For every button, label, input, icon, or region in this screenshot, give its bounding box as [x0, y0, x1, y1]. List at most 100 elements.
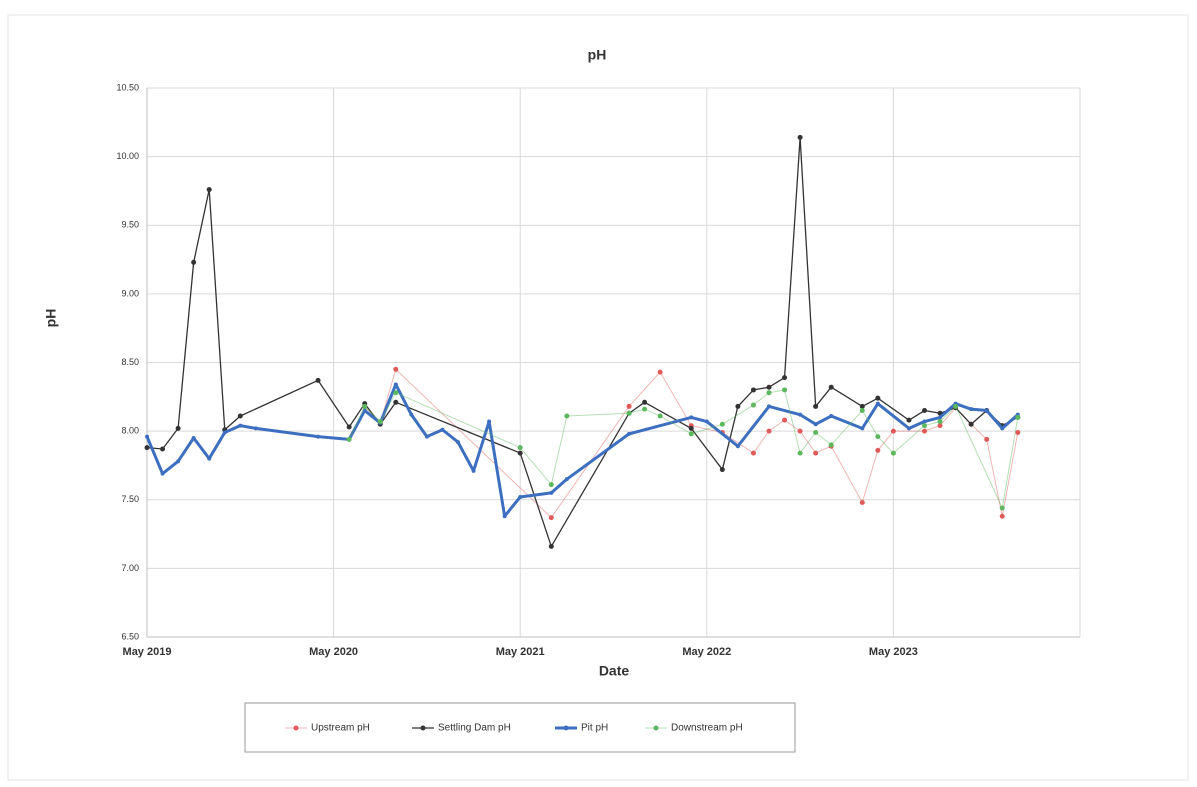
- data-point: [688, 431, 694, 437]
- y-tick-label: 7.00: [121, 563, 139, 573]
- y-tick-label: 8.50: [121, 357, 139, 367]
- data-point: [719, 467, 725, 473]
- data-point: [860, 426, 865, 431]
- data-point: [782, 375, 788, 381]
- legend-label: Settling Dam pH: [438, 723, 511, 734]
- chart-title: pH: [588, 47, 607, 63]
- data-point: [937, 423, 943, 429]
- data-point: [906, 417, 912, 423]
- data-point: [471, 468, 476, 473]
- data-point: [393, 382, 398, 387]
- data-point: [969, 407, 974, 412]
- data-point: [719, 421, 725, 427]
- x-axis-title: Date: [599, 663, 630, 679]
- legend-box: [244, 702, 796, 753]
- y-tick-label: 10.50: [116, 82, 139, 92]
- data-point: [1015, 414, 1021, 420]
- data-point: [393, 390, 399, 396]
- x-tick-label: May 2020: [309, 646, 358, 658]
- data-point: [767, 404, 771, 409]
- data-point: [393, 366, 399, 372]
- x-tick-label: May 2023: [869, 646, 918, 658]
- data-point: [859, 408, 865, 414]
- data-point: [890, 428, 896, 434]
- data-point: [798, 412, 803, 417]
- data-point: [813, 403, 819, 409]
- data-point: [689, 415, 694, 420]
- data-point: [750, 450, 756, 456]
- data-point: [859, 499, 865, 505]
- data-point: [922, 419, 927, 424]
- data-point: [238, 423, 243, 428]
- x-tick-label: May 2022: [682, 646, 731, 658]
- data-point: [953, 403, 959, 409]
- data-point: [657, 413, 663, 419]
- data-point: [393, 399, 399, 405]
- data-point: [922, 423, 927, 429]
- data-point: [564, 477, 569, 482]
- data-point: [626, 403, 632, 409]
- data-point: [999, 505, 1005, 511]
- y-tick-label: 10.00: [116, 151, 139, 161]
- data-point: [253, 426, 258, 431]
- data-point: [456, 440, 460, 445]
- y-tick-label: 9.50: [121, 220, 139, 230]
- data-point: [1000, 426, 1005, 431]
- data-point: [688, 425, 694, 431]
- data-point: [890, 450, 896, 456]
- data-point: [922, 428, 927, 434]
- data-point: [984, 436, 990, 442]
- data-point: [766, 384, 772, 390]
- data-point: [642, 406, 648, 412]
- data-point: [191, 259, 197, 265]
- legend-marker: [293, 725, 299, 731]
- data-point: [316, 434, 321, 439]
- data-point: [315, 377, 321, 383]
- data-point: [968, 421, 974, 427]
- data-point: [548, 515, 554, 521]
- data-point: [766, 428, 772, 434]
- chart-frame: [7, 14, 1189, 781]
- data-point: [735, 444, 740, 449]
- data-point: [984, 408, 989, 413]
- data-point: [377, 419, 383, 425]
- data-point: [160, 446, 166, 452]
- data-point: [502, 514, 507, 519]
- data-point: [424, 434, 429, 439]
- data-point: [657, 369, 663, 375]
- data-point: [766, 390, 772, 396]
- data-point: [750, 387, 756, 393]
- data-point: [548, 543, 554, 549]
- y-tick-label: 8.00: [121, 426, 139, 436]
- data-point: [875, 395, 881, 401]
- data-point: [518, 495, 523, 500]
- data-point: [937, 419, 943, 425]
- data-point: [782, 417, 788, 423]
- series-line: [348, 389, 1019, 509]
- data-point: [859, 403, 865, 409]
- legend-marker: [653, 725, 659, 731]
- data-point: [1015, 429, 1021, 435]
- y-tick-label: 7.50: [121, 494, 139, 504]
- y-tick-label: 6.50: [121, 631, 139, 641]
- data-point: [145, 434, 149, 439]
- y-axis-title: pH: [43, 309, 59, 328]
- data-point: [750, 402, 756, 408]
- data-point: [487, 419, 492, 424]
- data-point: [797, 134, 803, 140]
- data-point: [176, 459, 181, 464]
- data-point: [206, 187, 212, 193]
- data-point: [564, 413, 570, 419]
- legend-label: Upstream pH: [311, 723, 370, 734]
- legend-label: Downstream pH: [671, 723, 743, 734]
- data-point: [237, 413, 243, 419]
- data-point: [797, 450, 803, 456]
- data-point: [875, 447, 881, 453]
- data-point: [813, 429, 819, 435]
- data-point: [362, 403, 368, 409]
- x-tick-label: May 2021: [496, 646, 545, 658]
- legend-label: Pit pH: [581, 723, 608, 734]
- data-point: [207, 456, 212, 461]
- data-point: [222, 430, 227, 435]
